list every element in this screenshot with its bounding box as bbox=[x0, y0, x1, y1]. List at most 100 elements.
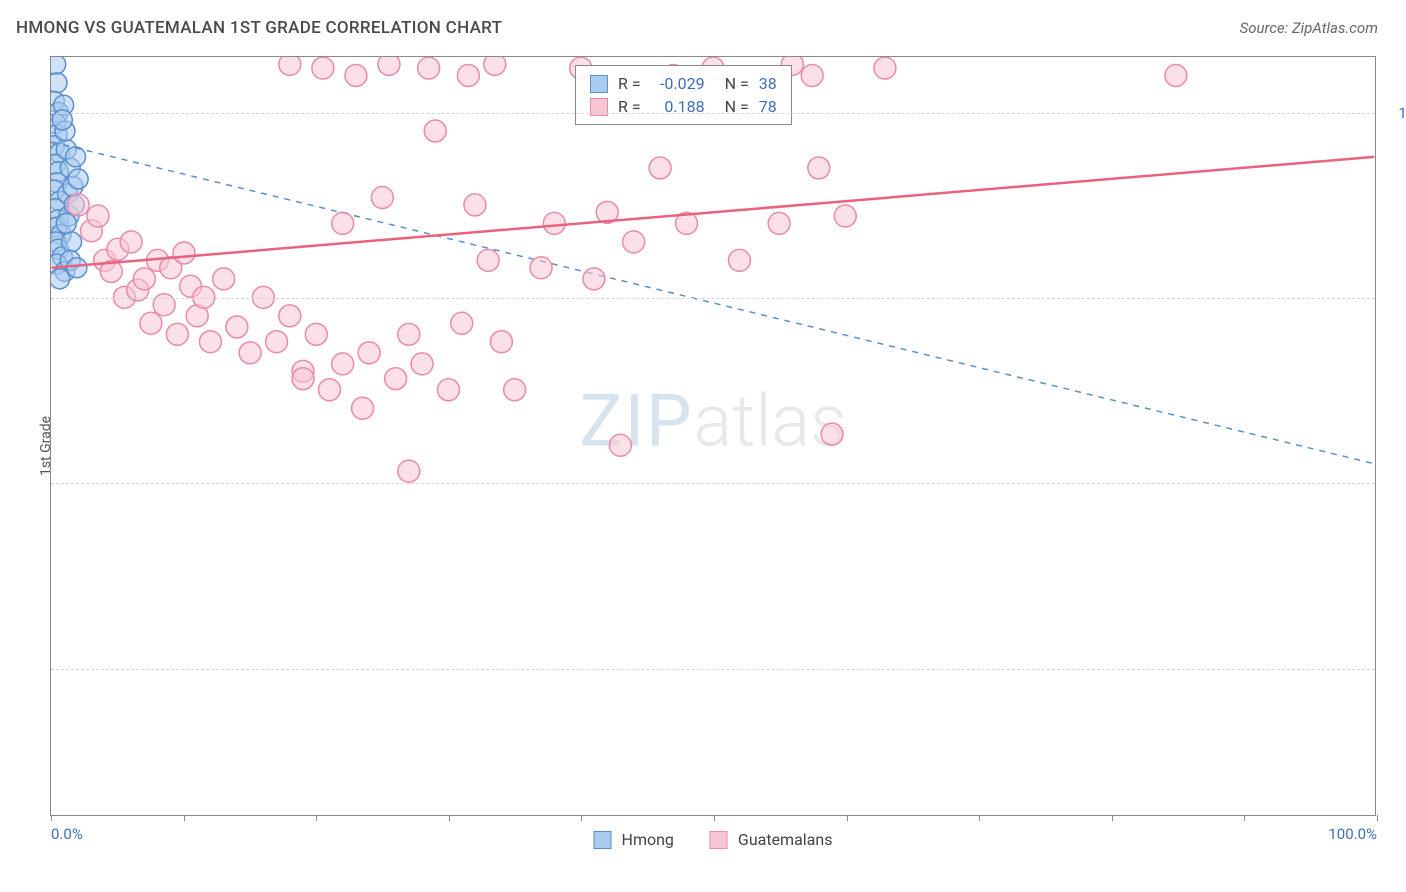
x-tick bbox=[714, 815, 715, 821]
gridline bbox=[51, 483, 1375, 484]
legend-row-guatemalans: R = 0.188 N = 78 bbox=[590, 95, 777, 118]
data-point-guatemalans bbox=[266, 331, 288, 353]
data-point-guatemalans bbox=[332, 212, 354, 234]
data-point-guatemalans bbox=[504, 379, 526, 401]
series-legend-guatemalans: Guatemalans bbox=[710, 830, 833, 849]
series-label: Guatemalans bbox=[738, 830, 833, 849]
x-tick-label: 100.0% bbox=[1328, 825, 1377, 843]
data-point-guatemalans bbox=[609, 434, 631, 456]
data-point-guatemalans bbox=[239, 342, 261, 364]
data-point-hmong bbox=[66, 147, 86, 167]
data-point-guatemalans bbox=[319, 379, 341, 401]
y-tick-label: 100.0% bbox=[1398, 104, 1406, 122]
data-point-hmong bbox=[51, 73, 67, 93]
chart-source: Source: ZipAtlas.com bbox=[1240, 19, 1378, 37]
data-point-guatemalans bbox=[530, 257, 552, 279]
data-point-hmong bbox=[68, 169, 88, 189]
data-point-hmong bbox=[56, 213, 76, 233]
data-point-guatemalans bbox=[874, 57, 896, 79]
scatter-plot-svg bbox=[51, 57, 1375, 815]
data-point-guatemalans bbox=[398, 460, 420, 482]
data-point-guatemalans bbox=[226, 316, 248, 338]
data-point-guatemalans bbox=[438, 379, 460, 401]
data-point-guatemalans bbox=[490, 331, 512, 353]
data-point-hmong bbox=[51, 57, 66, 74]
data-point-guatemalans bbox=[67, 194, 89, 216]
x-tick bbox=[979, 815, 980, 821]
legend-n-value: 38 bbox=[759, 74, 777, 93]
gridline bbox=[51, 298, 1375, 299]
chart-title: HMONG VS GUATEMALAN 1ST GRADE CORRELATIO… bbox=[16, 18, 502, 38]
data-point-hmong bbox=[51, 269, 70, 289]
data-point-guatemalans bbox=[166, 323, 188, 345]
series-legend-hmong: Hmong bbox=[594, 830, 674, 849]
series-swatch-guatemalans bbox=[710, 831, 728, 849]
legend-n-label: N = bbox=[725, 74, 749, 93]
data-point-guatemalans bbox=[358, 342, 380, 364]
x-tick bbox=[1244, 815, 1245, 821]
data-point-guatemalans bbox=[768, 212, 790, 234]
chart-header: HMONG VS GUATEMALAN 1ST GRADE CORRELATIO… bbox=[0, 0, 1406, 46]
data-point-guatemalans bbox=[451, 312, 473, 334]
data-point-guatemalans bbox=[292, 368, 314, 390]
data-point-guatemalans bbox=[801, 65, 823, 87]
data-point-guatemalans bbox=[623, 231, 645, 253]
data-point-hmong bbox=[67, 258, 87, 278]
trendline-guatemalans bbox=[52, 157, 1375, 268]
data-point-guatemalans bbox=[457, 65, 479, 87]
data-point-guatemalans bbox=[305, 323, 327, 345]
x-tick bbox=[581, 815, 582, 821]
data-point-guatemalans bbox=[543, 212, 565, 234]
data-point-guatemalans bbox=[87, 205, 109, 227]
x-tick bbox=[1377, 815, 1378, 821]
data-point-guatemalans bbox=[649, 157, 671, 179]
data-point-guatemalans bbox=[821, 423, 843, 445]
x-tick bbox=[316, 815, 317, 821]
data-point-hmong bbox=[62, 232, 82, 252]
data-point-guatemalans bbox=[398, 323, 420, 345]
x-tick-label: 0.0% bbox=[51, 825, 83, 843]
data-point-guatemalans bbox=[464, 194, 486, 216]
legend-swatch-hmong bbox=[590, 75, 608, 93]
data-point-guatemalans bbox=[199, 331, 221, 353]
data-point-guatemalans bbox=[133, 268, 155, 290]
legend-row-hmong: R = -0.029 N = 38 bbox=[590, 72, 777, 95]
gridline bbox=[51, 113, 1375, 114]
correlation-legend: R = -0.029 N = 38 R = 0.188 N = 78 bbox=[575, 65, 792, 125]
data-point-guatemalans bbox=[173, 242, 195, 264]
data-point-guatemalans bbox=[418, 57, 440, 79]
x-tick bbox=[847, 815, 848, 821]
data-point-guatemalans bbox=[424, 120, 446, 142]
data-point-guatemalans bbox=[371, 187, 393, 209]
x-tick bbox=[184, 815, 185, 821]
data-point-guatemalans bbox=[385, 368, 407, 390]
data-point-guatemalans bbox=[279, 305, 301, 327]
data-point-guatemalans bbox=[834, 205, 856, 227]
data-point-guatemalans bbox=[345, 65, 367, 87]
data-point-guatemalans bbox=[120, 231, 142, 253]
data-point-guatemalans bbox=[583, 268, 605, 290]
legend-r-label: R = bbox=[618, 74, 641, 93]
data-point-guatemalans bbox=[352, 397, 374, 419]
data-point-guatemalans bbox=[378, 57, 400, 75]
legend-r-value: -0.029 bbox=[651, 74, 705, 93]
series-swatch-hmong bbox=[594, 831, 612, 849]
chart-plot-area: ZIPatlas R = -0.029 N = 38 R = 0.188 N =… bbox=[50, 56, 1376, 816]
data-point-guatemalans bbox=[808, 157, 830, 179]
series-label: Hmong bbox=[622, 830, 674, 849]
x-tick bbox=[1112, 815, 1113, 821]
data-point-guatemalans bbox=[279, 57, 301, 75]
x-tick bbox=[51, 815, 52, 821]
data-point-guatemalans bbox=[411, 353, 433, 375]
data-point-guatemalans bbox=[728, 249, 750, 271]
trendline-hmong bbox=[52, 142, 1375, 464]
series-legend: Hmong Guatemalans bbox=[594, 830, 833, 849]
data-point-guatemalans bbox=[477, 249, 499, 271]
x-tick bbox=[449, 815, 450, 821]
data-point-guatemalans bbox=[484, 57, 506, 75]
data-point-guatemalans bbox=[1165, 65, 1187, 87]
gridline bbox=[51, 669, 1375, 670]
data-point-guatemalans bbox=[140, 312, 162, 334]
data-point-guatemalans bbox=[312, 57, 334, 79]
data-point-guatemalans bbox=[213, 268, 235, 290]
